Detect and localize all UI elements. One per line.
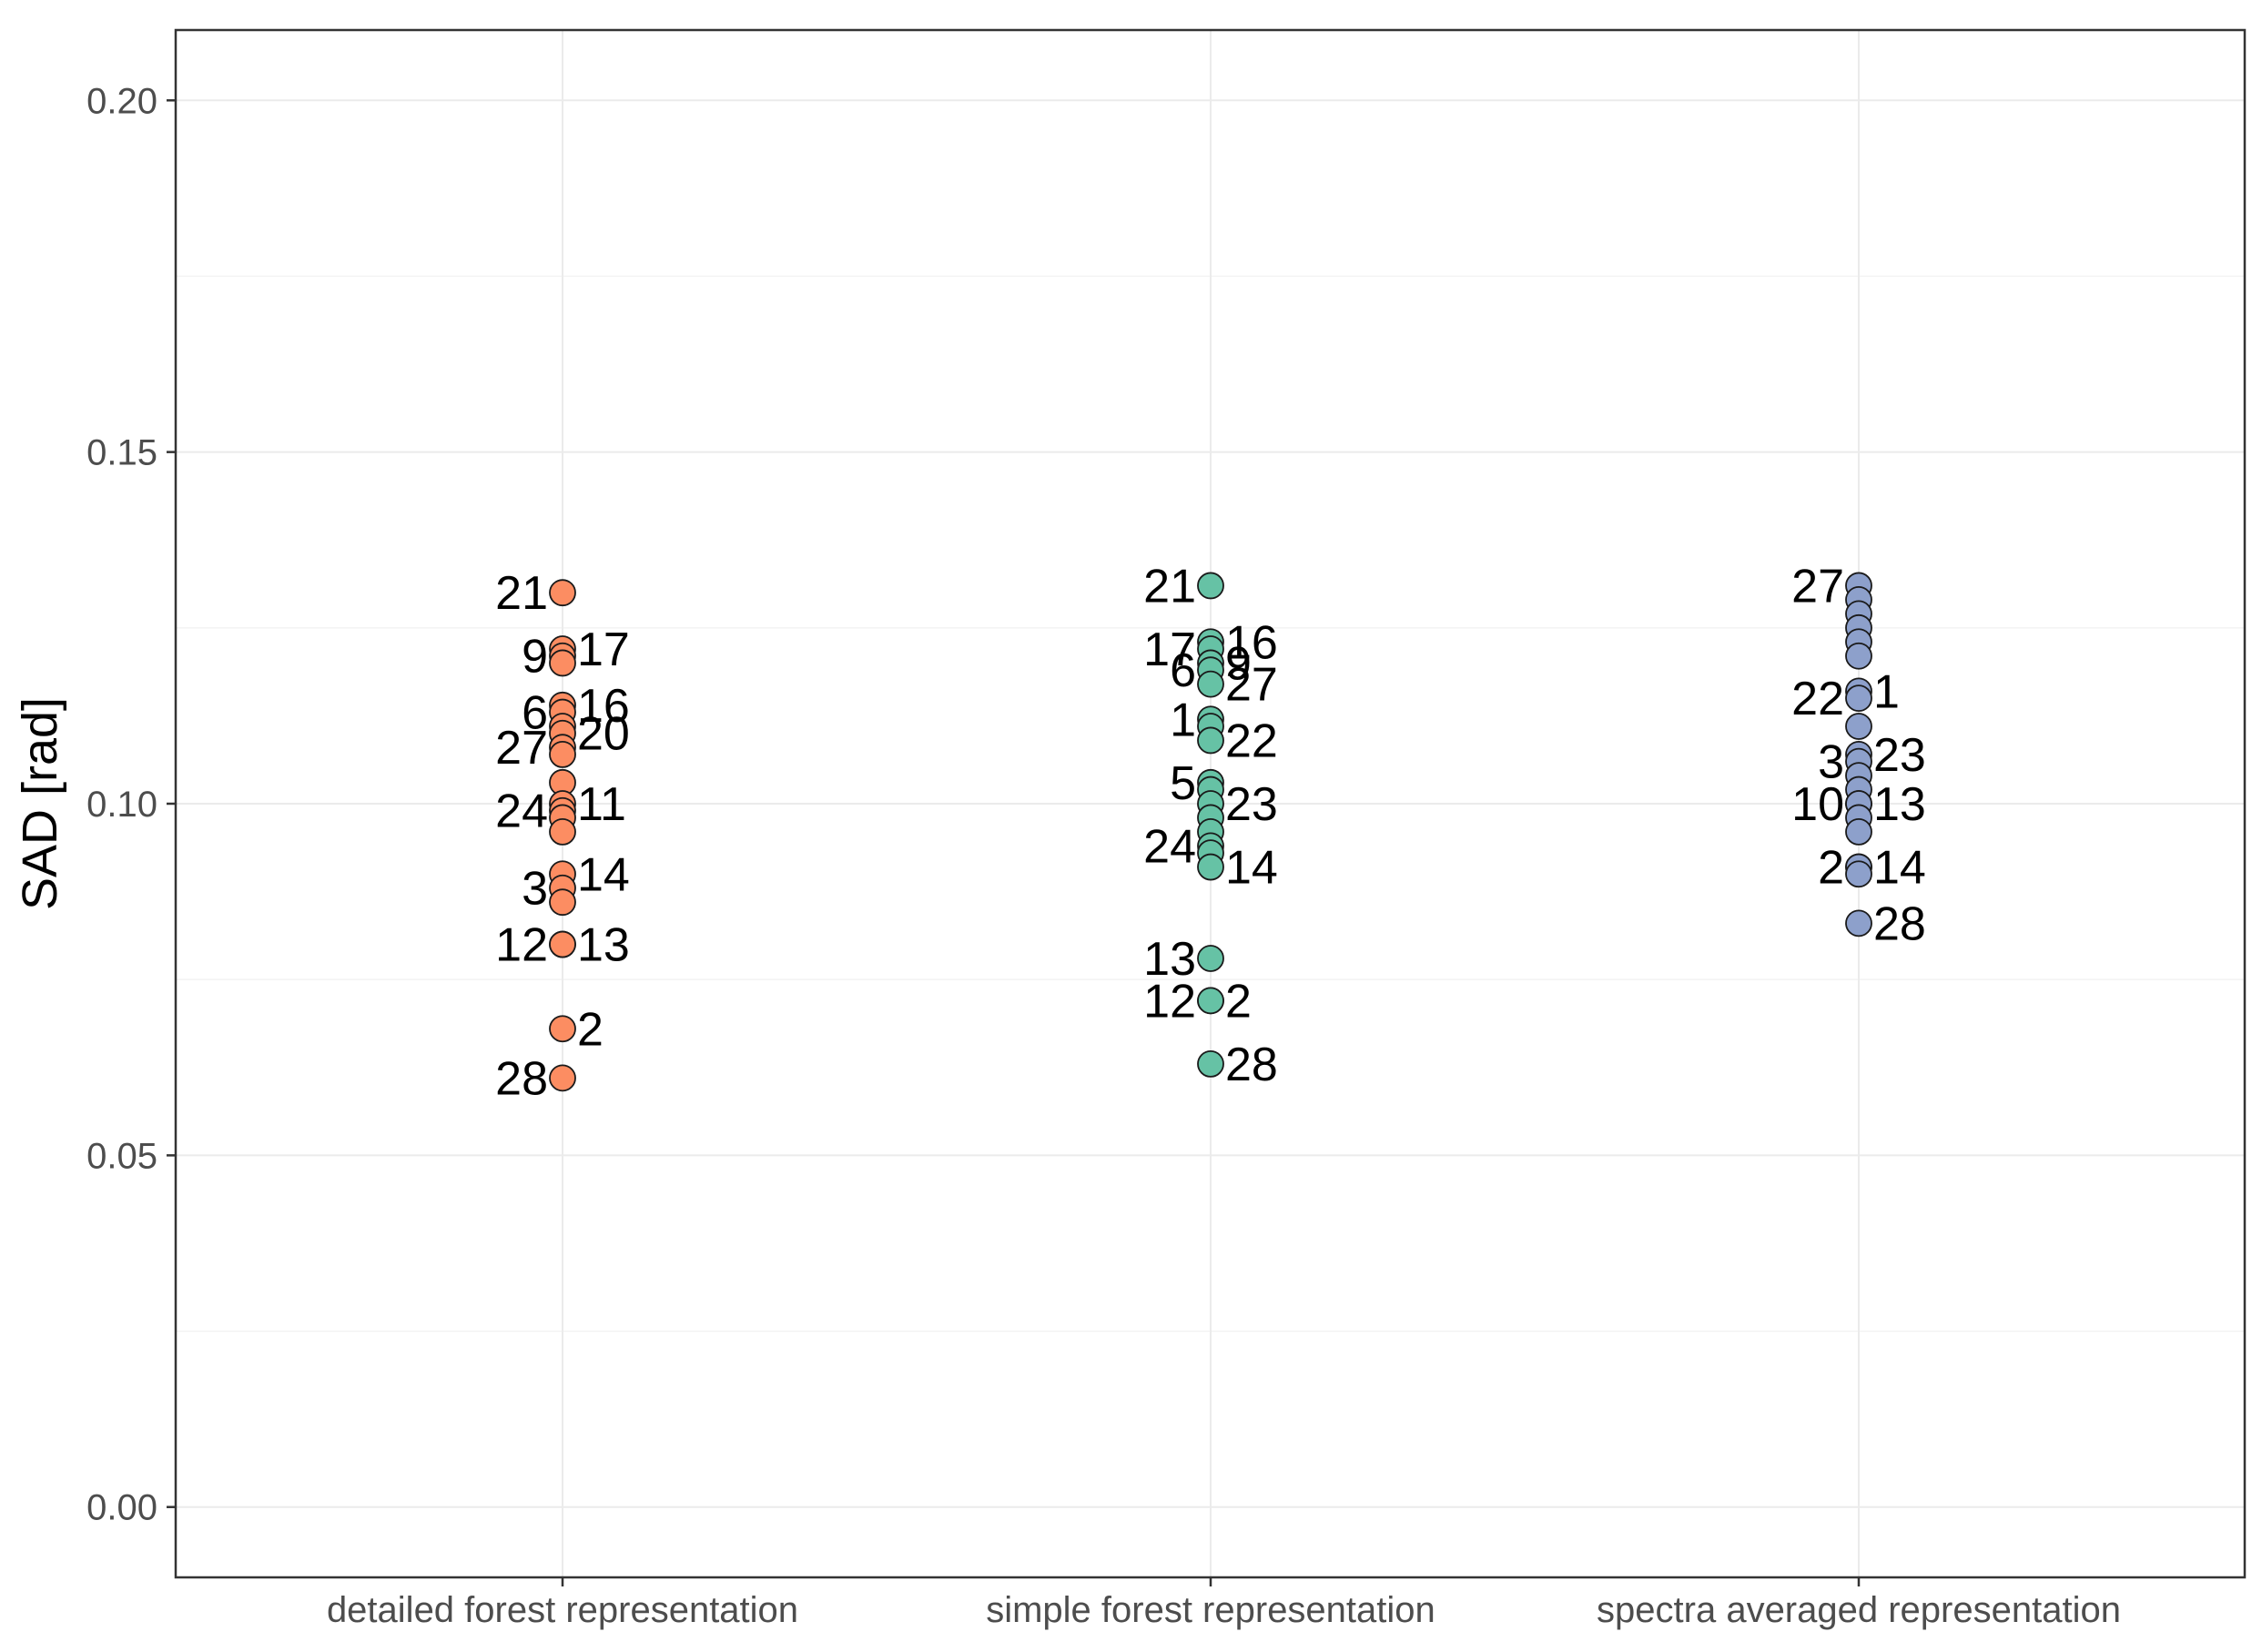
data-point [1845, 909, 1872, 937]
point-label: 3 [1818, 736, 1844, 789]
point-label: 9 [1225, 637, 1252, 690]
point-label: 9 [522, 631, 548, 684]
point-label: 23 [1873, 729, 1926, 782]
data-point [1845, 860, 1872, 888]
data-point [1197, 853, 1224, 881]
point-label: 27 [1791, 560, 1844, 613]
point-label: 5 [1170, 757, 1196, 810]
data-point [549, 1064, 576, 1092]
data-point [1197, 1050, 1224, 1078]
data-point [549, 579, 576, 607]
point-label: 1 [1170, 694, 1196, 746]
point-label: 22 [1791, 673, 1844, 725]
point-label: 17 [1143, 623, 1196, 676]
point-label: 21 [1143, 560, 1196, 613]
data-point [1197, 572, 1224, 600]
y-tick-label: 0.20 [86, 81, 157, 121]
x-tick-label: detailed forest representation [327, 1590, 798, 1630]
point-label: 13 [1143, 933, 1196, 986]
data-point [1197, 987, 1224, 1015]
data-point [549, 930, 576, 958]
data-point [1197, 726, 1224, 755]
point-label: 6 [522, 687, 548, 740]
point-label: 3 [522, 863, 548, 916]
point-label: 2 [1225, 975, 1252, 1028]
point-label: 12 [1143, 975, 1196, 1028]
point-label: 12 [495, 919, 548, 972]
point-label: 13 [1873, 778, 1926, 831]
point-label: 22 [1225, 715, 1278, 767]
data-point [549, 1015, 576, 1043]
data-point [549, 818, 576, 846]
point-label: 13 [577, 919, 630, 972]
point-label: 27 [495, 722, 548, 775]
point-label: 28 [1873, 897, 1926, 950]
point-label: 11 [577, 778, 626, 831]
data-point [1845, 818, 1872, 846]
point-label: 24 [495, 785, 548, 838]
data-point [1845, 642, 1872, 670]
point-label: 2 [577, 1003, 604, 1056]
data-point [1197, 670, 1224, 698]
point-label: 28 [1225, 1039, 1278, 1091]
point-label: 6 [1170, 644, 1196, 697]
point-label: 10 [1791, 778, 1844, 831]
point-label: 27 [1225, 659, 1278, 712]
point-label: 2 [1818, 842, 1844, 895]
point-label: 14 [1225, 842, 1278, 895]
data-point [1845, 713, 1872, 740]
data-points [549, 572, 1872, 1092]
point-label: 17 [577, 623, 630, 676]
y-axis: 0.00 0.05 0.10 0.15 0.20 [86, 81, 176, 1528]
data-point [1845, 684, 1872, 712]
point-label: 1 [1873, 665, 1900, 718]
data-point [1197, 945, 1224, 972]
x-axis: detailed forest representation simple for… [327, 1577, 2121, 1630]
x-tick-label: simple forest representation [986, 1590, 1435, 1630]
point-label: 21 [495, 567, 548, 620]
point-label: 16 [577, 680, 630, 733]
point-label: 28 [495, 1052, 548, 1105]
point-label: 16 [1225, 616, 1278, 669]
data-point [549, 741, 576, 768]
y-tick-label: 0.15 [86, 433, 157, 473]
point-label: 23 [1225, 778, 1278, 831]
y-axis-title: SAD [rad] [13, 697, 67, 910]
y-tick-label: 0.00 [86, 1488, 157, 1528]
x-tick-label: spectra averaged representation [1597, 1590, 2121, 1630]
point-label: 24 [1143, 820, 1196, 873]
data-point [549, 649, 576, 677]
point-label: 20 [577, 708, 630, 761]
point-label: 14 [1873, 842, 1926, 895]
y-tick-label: 0.10 [86, 785, 157, 825]
point-label: 14 [577, 848, 630, 901]
y-tick-label: 0.05 [86, 1136, 157, 1176]
data-point [549, 888, 576, 917]
